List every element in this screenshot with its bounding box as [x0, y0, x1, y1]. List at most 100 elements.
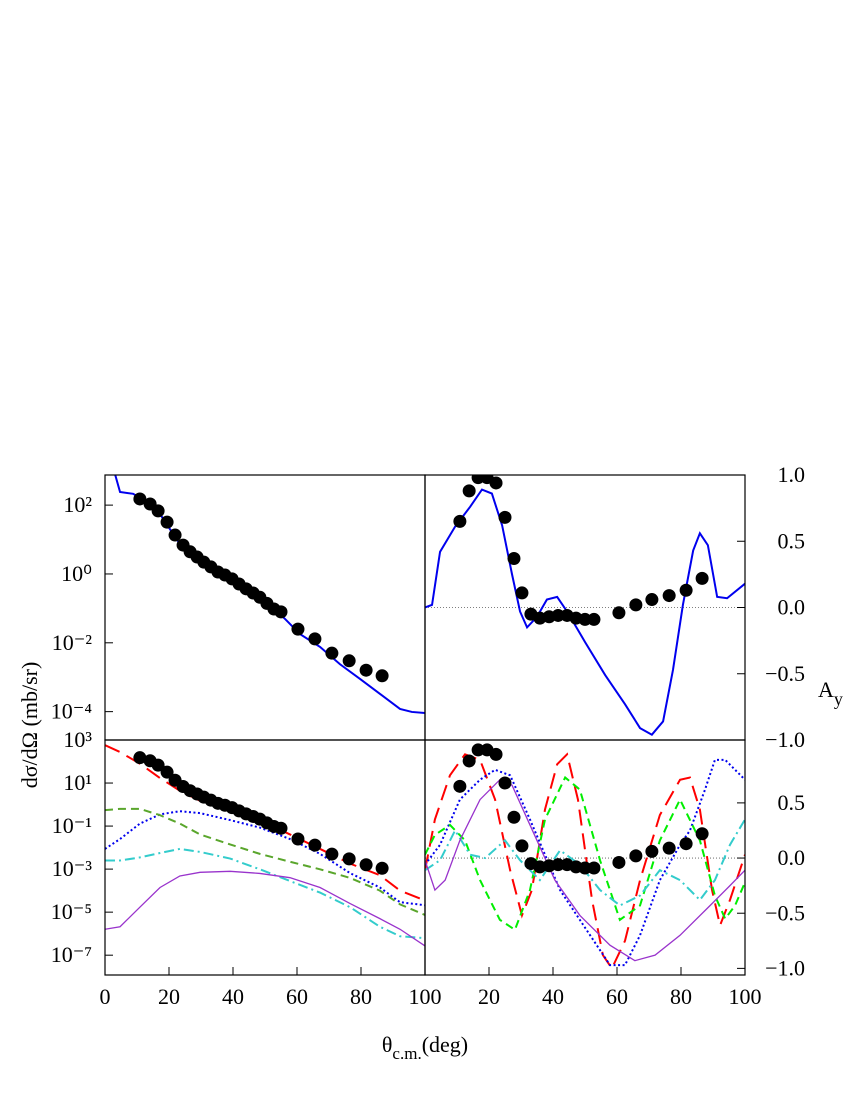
data-point: [645, 593, 659, 607]
panel: 10² 10⁰ 10⁻² 10⁻⁴ dσ/dΩ (mb/sr): [17, 474, 426, 789]
data-point: [587, 612, 601, 626]
y-tick-label: −1.0: [765, 727, 805, 752]
data-point: [151, 758, 165, 772]
x-tick-label: 60: [606, 984, 628, 1009]
data-point: [151, 504, 165, 518]
data-point: [578, 612, 592, 626]
data-point: [515, 839, 529, 853]
x-tick-label: 40: [222, 984, 244, 1009]
y-tick-label: 0.5: [778, 528, 806, 553]
data-point: [274, 605, 288, 619]
data-point: [507, 810, 521, 824]
x-tick-label: 0: [100, 984, 111, 1009]
data-point: [587, 861, 601, 875]
data-point: [274, 821, 288, 835]
y-tick-label: −1.0: [765, 955, 805, 980]
data-point: [453, 514, 467, 528]
data-point: [489, 476, 503, 490]
data-point: [359, 858, 373, 872]
data-point: [325, 847, 339, 861]
x-tick-label: 60: [286, 984, 308, 1009]
y-tick-label: 10³: [63, 727, 92, 752]
data-point: [662, 589, 676, 603]
y-tick-label: 0.0: [778, 845, 806, 870]
y-tick-label: 10⁻⁷: [51, 942, 92, 967]
label-sub: y: [834, 689, 843, 709]
y-tick-label: 10⁻⁵: [51, 899, 92, 924]
data-point: [291, 622, 305, 636]
data-point: [695, 827, 709, 841]
data-point: [291, 832, 305, 846]
data-point: [462, 754, 476, 768]
data-point: [308, 838, 322, 852]
data-point: [498, 510, 512, 524]
x-axis-label: θc.m.(deg): [382, 1032, 468, 1063]
curve: [105, 870, 425, 947]
data-point: [507, 551, 521, 565]
panel-frame: [104, 739, 426, 976]
label-sub: c.m.: [392, 1044, 421, 1063]
y-tick-label: 0.5: [778, 790, 806, 815]
y-tick-label: 10⁻²: [52, 630, 93, 655]
plot-area: [425, 475, 745, 736]
data-point: [551, 858, 565, 872]
data-point: [359, 663, 373, 677]
data-point: [629, 598, 643, 612]
data-point: [325, 646, 339, 660]
curve: [425, 758, 745, 967]
curve: [425, 775, 745, 932]
data-point: [578, 861, 592, 875]
data-point: [489, 747, 503, 761]
x-tick-label: 80: [670, 984, 692, 1009]
data-point: [471, 743, 485, 757]
label-main: A: [818, 677, 834, 702]
x-tick-label: 100: [409, 984, 442, 1009]
y-tick-label: 10²: [63, 492, 92, 517]
curve: [425, 488, 745, 736]
x-tick-label: 40: [542, 984, 564, 1009]
data-point: [168, 528, 182, 542]
x-tick-label: 100: [729, 984, 762, 1009]
data-point: [462, 484, 476, 498]
y-tick-label: 10⁻⁴: [51, 699, 93, 724]
data-point: [645, 844, 659, 858]
data-point: [612, 606, 626, 620]
data-point: [342, 852, 356, 866]
panel: 0.5 0.0 −0.5 −1.0 20 40 60 80 100: [424, 739, 806, 1009]
data-point: [160, 765, 174, 779]
curve: [105, 807, 425, 916]
data-point: [342, 654, 356, 668]
curve: [105, 810, 425, 907]
y-axis-label: dσ/dΩ (mb/sr): [17, 662, 42, 789]
y-tick-label: −0.5: [765, 900, 805, 925]
y-tick-label: −0.5: [765, 661, 805, 686]
x-tick-label: 20: [478, 984, 500, 1009]
y-tick-label: 10⁻¹: [52, 813, 92, 838]
data-point: [133, 751, 147, 765]
curve: [425, 752, 745, 971]
panel-frame: [424, 739, 746, 976]
y-tick-label: 0.0: [778, 595, 806, 620]
data-point: [679, 837, 693, 851]
y-tick-label: 1.0: [778, 462, 806, 487]
y-tick-label: 10⁰: [61, 561, 92, 586]
data-point: [515, 586, 529, 600]
data-point: [498, 776, 512, 790]
plot-area: [425, 743, 745, 971]
panel: 10³ 10¹ 10⁻¹ 10⁻³ 10⁻⁵ 10⁻⁷ 0 20 40 60 80 100 θc.m.(…: [51, 727, 468, 1063]
data-point: [308, 632, 322, 646]
panel: 1.0 0.5 0.0 −0.5 −1.0 Ay: [424, 462, 843, 752]
plot-area: [114, 475, 425, 715]
data-point: [133, 492, 147, 506]
y-axis-label: Ay: [818, 677, 843, 709]
curve: [425, 778, 745, 962]
plot-area: [105, 744, 425, 947]
data-point: [695, 571, 709, 585]
data-point: [629, 849, 643, 863]
data-point: [160, 515, 174, 529]
data-point: [612, 855, 626, 869]
data-point: [375, 669, 389, 683]
data-point: [453, 779, 467, 793]
label-main: θ: [382, 1032, 393, 1057]
